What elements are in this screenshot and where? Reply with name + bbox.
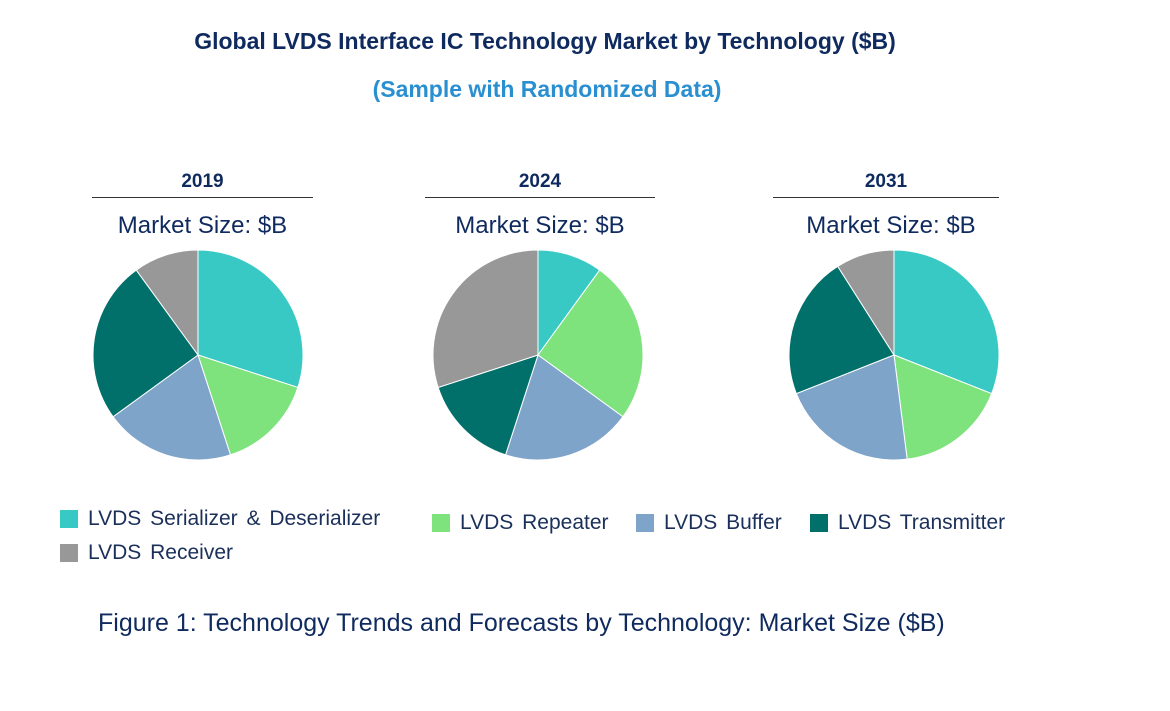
panel-year-2031: 2031	[773, 170, 999, 198]
figure-caption: Figure 1: Technology Trends and Forecast…	[98, 609, 945, 637]
legend-item-repeater: LVDS Repeater	[432, 511, 609, 535]
pie-slice-2024-receiver	[432, 249, 539, 389]
pie-slice-2031-serializer-deserializer	[893, 249, 1000, 395]
legend-item-receiver: LVDS Receiver	[60, 541, 233, 565]
legend-swatch-transmitter	[810, 514, 828, 532]
pie-slice-2031-buffer	[795, 354, 908, 461]
legend-item-buffer: LVDS Buffer	[636, 511, 782, 535]
legend-label-receiver: LVDS Receiver	[88, 541, 233, 564]
legend-label-buffer: LVDS Buffer	[664, 511, 782, 534]
legend-label-repeater: LVDS Repeater	[460, 511, 609, 534]
panel-market-size-2031: Market Size: $B	[806, 212, 976, 239]
pie-chart-2019	[92, 249, 304, 461]
legend-swatch-receiver	[60, 544, 78, 562]
chart-subtitle: (Sample with Randomized Data)	[372, 76, 722, 102]
pie-slice-2019-buffer	[112, 354, 232, 461]
pie-slice-2019-serializer-deserializer	[197, 249, 304, 389]
pie-slice-2019-transmitter	[92, 269, 199, 418]
pie-slice-2019-receiver	[135, 249, 199, 357]
legend-label-transmitter: LVDS Transmitter	[838, 511, 1006, 534]
pie-chart-2024	[432, 249, 644, 461]
chart-title: Global LVDS Interface IC Technology Mark…	[194, 28, 896, 54]
legend-label-serializer-deserializer: LVDS Serializer & Deserializer	[88, 507, 381, 530]
pie-slice-2031-repeater	[893, 354, 993, 460]
pie-slice-2024-buffer	[504, 354, 624, 461]
pie-slice-2031-transmitter	[788, 265, 895, 395]
legend-swatch-serializer-deserializer	[60, 510, 78, 528]
legend-item-serializer-deserializer: LVDS Serializer & Deserializer	[60, 507, 380, 531]
pie-slice-2019-repeater	[197, 354, 299, 456]
pie-slice-2031-receiver	[837, 249, 895, 357]
panel-market-size-2024: Market Size: $B	[455, 212, 625, 239]
panel-market-size-2019: Market Size: $B	[117, 212, 288, 239]
legend-swatch-buffer	[636, 514, 654, 532]
pie-slice-2024-transmitter	[437, 354, 539, 456]
panel-year-2019: 2019	[92, 170, 313, 198]
pie-chart-2031	[788, 249, 1000, 461]
legend-swatch-repeater	[432, 514, 450, 532]
pie-slice-2024-repeater	[537, 269, 644, 418]
legend-item-transmitter: LVDS Transmitter	[810, 511, 1005, 535]
panel-year-2024: 2024	[425, 170, 655, 198]
